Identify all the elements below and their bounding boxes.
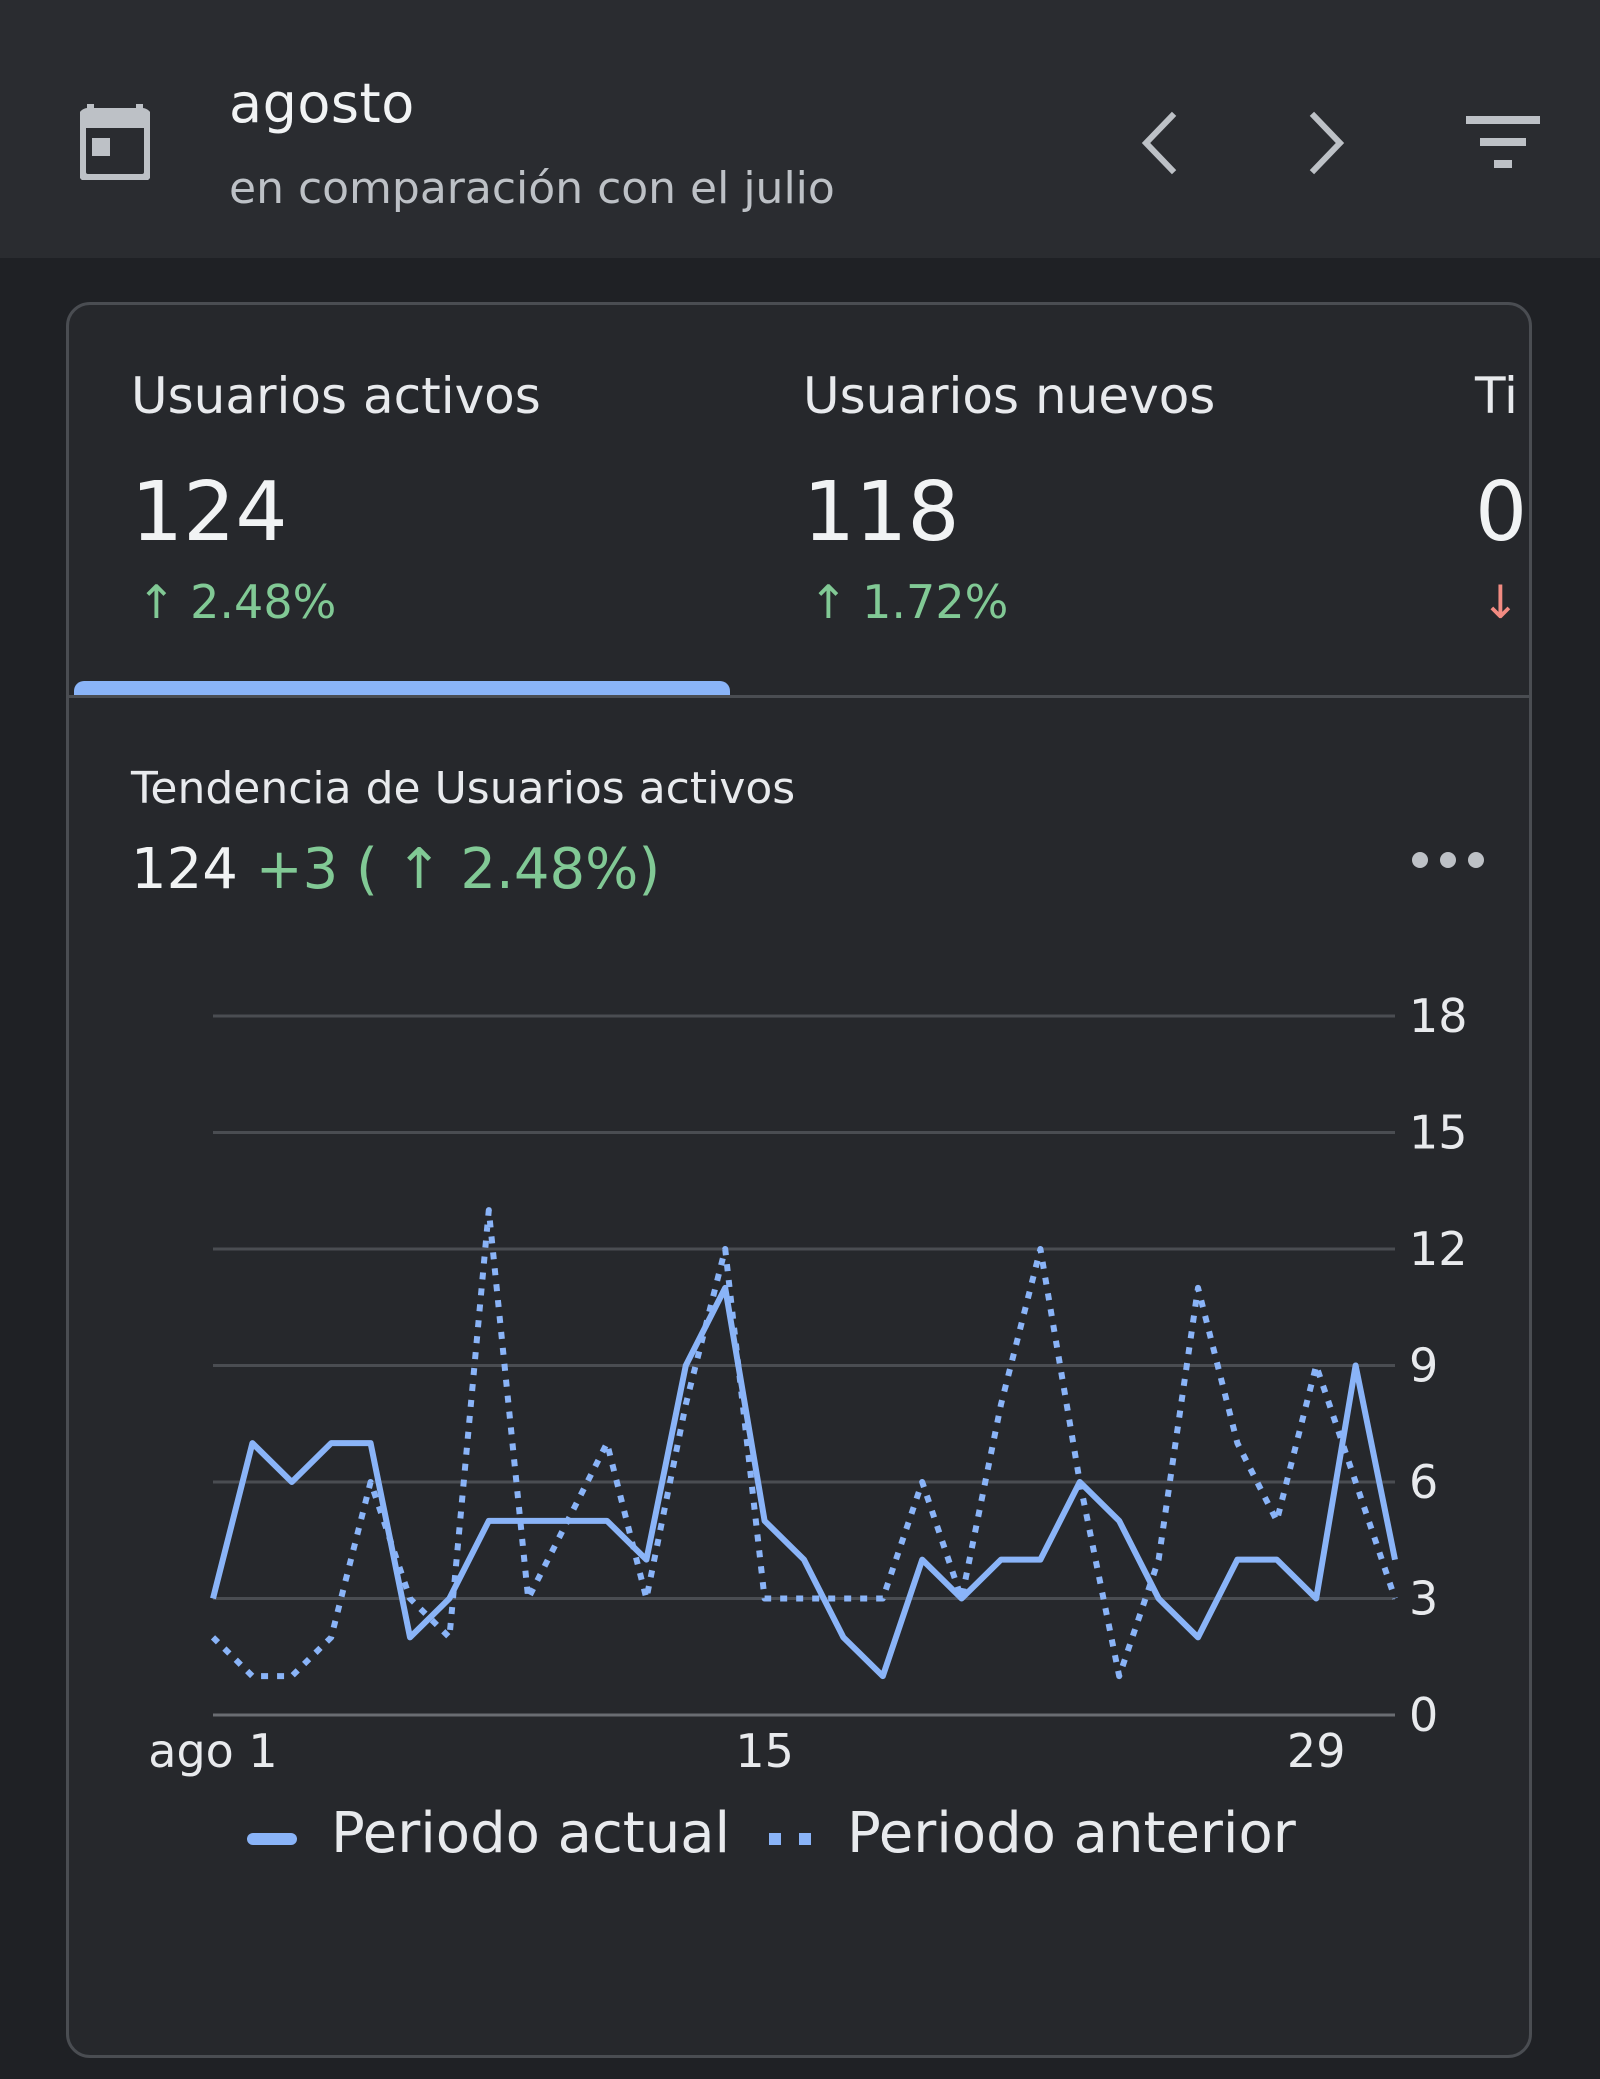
- chevron-left-icon[interactable]: [1126, 108, 1196, 178]
- y-tick-label: 12: [1409, 1222, 1468, 1276]
- filter-icon[interactable]: [1460, 112, 1542, 174]
- period-title: agosto: [229, 72, 415, 135]
- trend-value: 124: [131, 837, 238, 902]
- x-tick-label: 15: [735, 1724, 794, 1778]
- y-tick-label: 3: [1409, 1572, 1438, 1626]
- y-tick-label: 18: [1409, 989, 1468, 1043]
- metric-tabs: Usuarios activos 124 ↑ 2.48% Usuarios nu…: [69, 305, 1529, 695]
- legend-label: Periodo anterior: [847, 1801, 1296, 1866]
- series-line-periodo-anterior: [210, 1207, 1398, 1680]
- y-tick-label: 15: [1409, 1106, 1468, 1160]
- metrics-card: Usuarios activos 124 ↑ 2.48% Usuarios nu…: [66, 302, 1532, 2058]
- trend-delta: +3 ( ↑ 2.48%): [255, 837, 661, 902]
- more-horizontal-icon[interactable]: [1403, 825, 1493, 895]
- date-range-header: agosto en comparación con el julio: [0, 0, 1600, 258]
- selected-tab-indicator: [74, 681, 730, 695]
- trend-summary: 124 +3 ( ↑ 2.48%): [131, 837, 660, 902]
- metric-value: 118: [803, 465, 960, 560]
- y-tick-label: 6: [1409, 1455, 1438, 1509]
- legend-label: Periodo actual: [331, 1801, 731, 1866]
- metric-change: ↑ 1.72%: [809, 575, 1009, 629]
- x-tick-label: 29: [1287, 1724, 1346, 1778]
- chevron-right-icon[interactable]: [1290, 108, 1360, 178]
- x-tick-label: ago 1: [148, 1724, 277, 1778]
- tab-usuarios-activos[interactable]: Usuarios activos 124 ↑ 2.48%: [69, 305, 729, 695]
- tab-usuarios-nuevos[interactable]: Usuarios nuevos 118 ↑ 1.72%: [741, 305, 1401, 695]
- tabs-divider: [69, 695, 1529, 698]
- calendar-icon[interactable]: [80, 104, 150, 180]
- trend-title: Tendencia de Usuarios activos: [131, 763, 796, 814]
- y-tick-label: 0: [1409, 1688, 1438, 1742]
- period-comparison: en comparación con el julio: [229, 163, 835, 214]
- legend-swatch-solid: [247, 1833, 297, 1845]
- metric-value: 0: [1475, 465, 1528, 560]
- y-tick-label: 9: [1409, 1339, 1438, 1393]
- metric-label: Usuarios activos: [131, 367, 541, 425]
- metric-label: Ti: [1475, 367, 1518, 425]
- metric-value: 124: [131, 465, 288, 560]
- legend-swatch-dotted: [769, 1833, 811, 1845]
- series-line-periodo-actual: [210, 1284, 1398, 1680]
- metric-change: ↑ 2.48%: [137, 575, 337, 629]
- metric-label: Usuarios nuevos: [803, 367, 1216, 425]
- tab-third-metric[interactable]: Ti 0 ↓: [1413, 305, 1529, 695]
- metric-change: ↓: [1481, 575, 1520, 629]
